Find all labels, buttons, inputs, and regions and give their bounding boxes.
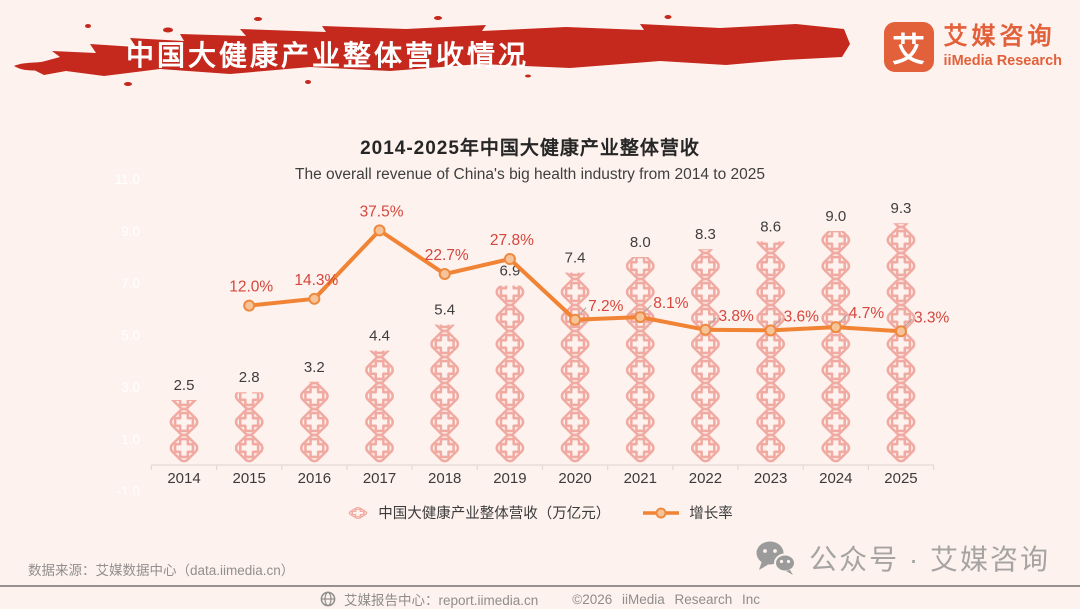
growth-point <box>699 323 712 336</box>
growth-point <box>764 324 777 337</box>
year-label: 2020 <box>558 470 591 487</box>
bar-pictogram <box>819 231 853 465</box>
brush-stroke-graphic <box>14 15 850 86</box>
brand-name-cn: 艾媒咨询 <box>943 23 1056 51</box>
growth-point <box>634 311 647 324</box>
copyright: ©2026 iiMedia Research Inc <box>572 591 761 607</box>
growth-point <box>503 252 516 265</box>
growth-label: 37.5% <box>360 203 404 220</box>
y-axis-label: 9.0 <box>121 224 140 239</box>
bar-value-label: 8.3 <box>695 226 716 243</box>
bar-value-label: 4.4 <box>369 328 390 345</box>
logo-glyph: 艾 <box>892 31 926 68</box>
bar-value-label: 5.4 <box>434 302 455 319</box>
chart-legend: 中国大健康产业整体营收（万亿元） 增长率 <box>0 502 1080 523</box>
wechat-icon <box>756 541 797 575</box>
growth-legend-icon <box>643 507 680 518</box>
bar-value-label: 9.3 <box>891 200 912 217</box>
y-axis-label: 3.0 <box>121 380 140 395</box>
legend-revenue-label: 中国大健康产业整体营收（万亿元） <box>378 506 611 522</box>
bar-value-label: 8.6 <box>760 218 781 235</box>
growth-point <box>308 292 321 305</box>
y-axis-label: -1.0 <box>117 484 140 495</box>
bar-value-label: 9.0 <box>825 208 846 225</box>
bar-value-label: 7.4 <box>565 250 586 267</box>
iimedia-logo-icon: 艾 <box>883 22 934 72</box>
wechat-account: 公众号 · 艾媒咨询 <box>755 538 1050 578</box>
growth-point <box>569 313 582 326</box>
bar-value-label: 2.8 <box>239 369 260 386</box>
y-axis-label: 7.0 <box>121 276 140 291</box>
year-label: 2024 <box>819 470 852 487</box>
year-label: 2025 <box>884 470 917 487</box>
report-center-url: 艾媒报告中心：report.iimedia.cn <box>343 593 539 608</box>
bar-pictogram <box>688 249 722 465</box>
growth-label: 3.3% <box>914 309 950 326</box>
year-label: 2017 <box>363 470 396 487</box>
bar-pictogram <box>623 257 657 465</box>
chart-subtitle: The overall revenue of China's big healt… <box>295 166 765 183</box>
x-axis <box>150 464 935 470</box>
bar-value-label: 8.0 <box>630 234 651 251</box>
report-center-icon <box>320 591 336 607</box>
chart-title: 2014-2025年中国大健康产业整体营收 <box>360 138 700 159</box>
year-label: 2016 <box>298 470 331 487</box>
brand-logo: 艾 艾媒咨询 iiMedia Research <box>883 22 1062 72</box>
growth-label: 3.8% <box>718 308 754 325</box>
footer: 艾媒报告中心：report.iimedia.cn ©2026 iiMedia R… <box>0 589 1080 609</box>
growth-label: 27.8% <box>490 232 534 249</box>
bar-pictogram <box>754 241 788 465</box>
bar-pictogram <box>558 272 592 465</box>
growth-point <box>894 325 907 338</box>
bar-pictogram <box>362 350 397 465</box>
growth-label: 7.2% <box>588 298 624 315</box>
growth-label: 12.0% <box>229 279 273 296</box>
growth-point <box>829 321 842 334</box>
revenue-combo-chart: 11.0 9.0 7.0 5.0 3.0 1.0 -1.0 2.5 2014 2.8 2015 3.2… <box>115 172 950 495</box>
y-axis-label: 5.0 <box>121 328 140 343</box>
growth-label: 14.3% <box>294 272 338 289</box>
year-label: 2018 <box>428 470 461 487</box>
data-source: 数据来源：艾媒数据中心（data.iimedia.cn） <box>28 563 295 578</box>
growth-label: 4.7% <box>849 305 885 322</box>
year-label: 2014 <box>167 470 200 487</box>
bar-value-label: 6.9 <box>499 263 520 280</box>
revenue-legend-icon <box>347 505 369 520</box>
growth-label: 8.1% <box>653 295 689 312</box>
footer-divider <box>0 585 1080 587</box>
year-label: 2019 <box>493 470 526 487</box>
bar-value-label: 3.2 <box>304 359 325 376</box>
year-label: 2022 <box>689 470 722 487</box>
wechat-account-label: 公众号 · 艾媒咨询 <box>809 544 1050 575</box>
header-banner: 中国大健康产业整体营收情况 <box>8 6 858 90</box>
growth-label: 3.6% <box>784 308 820 325</box>
year-label: 2023 <box>754 470 787 487</box>
bar-pictogram <box>428 324 462 465</box>
page-title: 中国大健康产业整体营收情况 <box>126 40 530 71</box>
growth-point <box>438 268 451 281</box>
bar-pictogram <box>232 392 266 465</box>
y-axis-label: 11.0 <box>115 172 140 187</box>
legend-growth-label: 增长率 <box>689 506 733 522</box>
bar-pictogram <box>493 285 527 465</box>
growth-point <box>373 224 386 237</box>
growth-label: 22.7% <box>425 247 469 264</box>
growth-point <box>243 299 256 312</box>
bar-value-label: 2.5 <box>174 377 195 394</box>
brand-name-en: iiMedia Research <box>943 52 1062 69</box>
y-axis-label: 1.0 <box>121 432 140 447</box>
year-label: 2021 <box>624 470 657 487</box>
year-label: 2015 <box>232 470 265 487</box>
